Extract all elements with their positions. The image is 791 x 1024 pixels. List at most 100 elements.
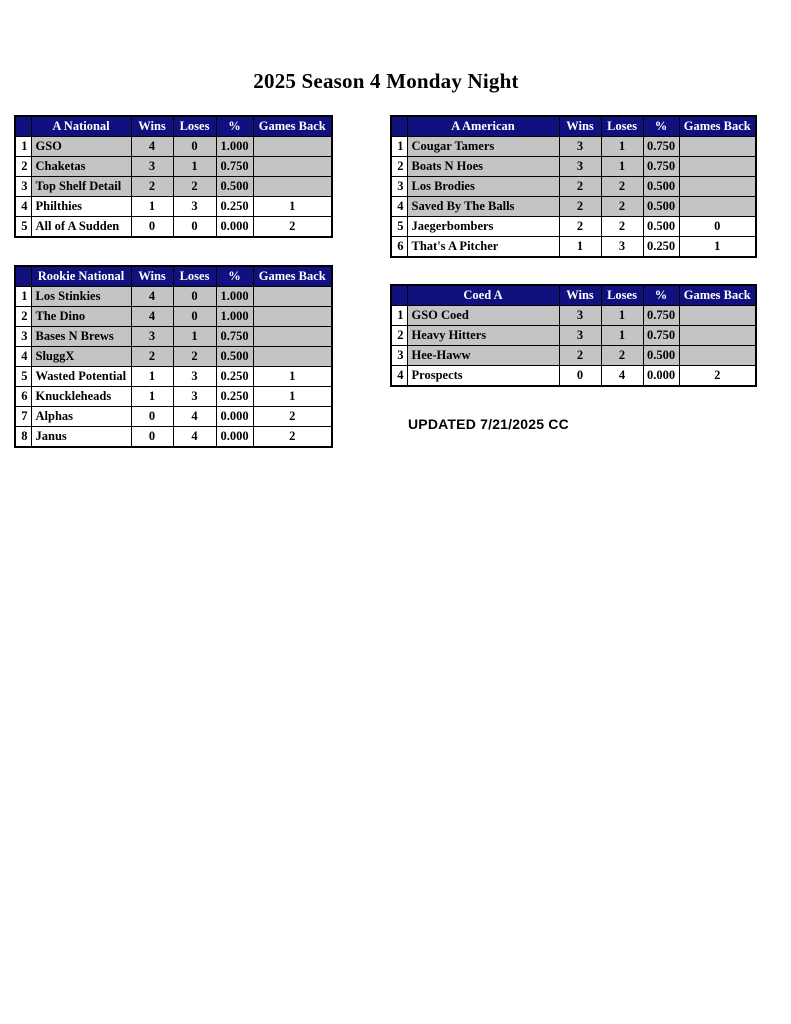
wins-cell: 2 xyxy=(558,345,602,366)
games-back-cell xyxy=(678,345,757,366)
table-row: 4 Philthies 1 3 0.250 1 xyxy=(14,196,333,217)
table-row: 3 Bases N Brews 3 1 0.750 xyxy=(14,326,333,347)
team-name-cell: The Dino xyxy=(30,306,132,327)
team-name-cell: Hee-Haww xyxy=(406,345,560,366)
loses-header: Loses xyxy=(600,284,644,306)
wins-cell: 2 xyxy=(558,196,602,217)
rank-cell: 5 xyxy=(390,216,408,237)
team-name-cell: SluggX xyxy=(30,346,132,367)
wins-cell: 2 xyxy=(130,346,174,367)
games-back-cell xyxy=(678,196,757,217)
games-back-cell: 1 xyxy=(252,366,333,387)
games-back-cell xyxy=(678,325,757,346)
table-row: 5 Jaegerbombers 2 2 0.500 0 xyxy=(390,216,757,237)
team-name-cell: GSO Coed xyxy=(406,305,560,326)
pct-cell: 0.000 xyxy=(642,365,680,387)
table-row: 4 Prospects 0 4 0.000 2 xyxy=(390,365,757,387)
rank-header-cell xyxy=(390,284,408,306)
team-name-cell: Philthies xyxy=(30,196,132,217)
pct-cell: 0.000 xyxy=(215,426,254,448)
loses-cell: 1 xyxy=(600,305,644,326)
loses-cell: 1 xyxy=(172,156,217,177)
wins-cell: 1 xyxy=(558,236,602,258)
wins-cell: 2 xyxy=(558,176,602,197)
table-row: 2 The Dino 4 0 1.000 xyxy=(14,306,333,327)
pct-cell: 0.250 xyxy=(215,386,254,407)
games-back-cell xyxy=(252,156,333,177)
wins-cell: 1 xyxy=(130,366,174,387)
games-back-cell: 2 xyxy=(252,426,333,448)
pct-header: % xyxy=(642,115,680,137)
wins-cell: 3 xyxy=(558,325,602,346)
standings-table-coed-a: Coed A Wins Loses % Games Back 1 GSO Coed… xyxy=(390,284,757,387)
table-row: 4 SluggX 2 2 0.500 xyxy=(14,346,333,367)
wins-cell: 4 xyxy=(130,306,174,327)
team-name-cell: That's A Pitcher xyxy=(406,236,560,258)
games-back-cell: 1 xyxy=(252,386,333,407)
rank-cell: 5 xyxy=(14,216,32,238)
games-back-cell xyxy=(252,176,333,197)
rank-cell: 6 xyxy=(390,236,408,258)
rank-cell: 2 xyxy=(14,156,32,177)
rank-cell: 4 xyxy=(14,346,32,367)
table-row: 3 Los Brodies 2 2 0.500 xyxy=(390,176,757,197)
loses-cell: 3 xyxy=(172,366,217,387)
rank-cell: 7 xyxy=(14,406,32,427)
table-header-row: Rookie National Wins Loses % Games Back xyxy=(14,265,333,287)
games-back-cell: 1 xyxy=(678,236,757,258)
loses-cell: 1 xyxy=(172,326,217,347)
pct-cell: 0.500 xyxy=(642,176,680,197)
table-row: 4 Saved By The Balls 2 2 0.500 xyxy=(390,196,757,217)
wins-cell: 0 xyxy=(130,406,174,427)
table-row: 1 GSO 4 0 1.000 xyxy=(14,136,333,157)
loses-cell: 0 xyxy=(172,216,217,238)
wins-cell: 4 xyxy=(130,136,174,157)
table-row: 6 That's A Pitcher 1 3 0.250 1 xyxy=(390,236,757,258)
games-back-cell xyxy=(678,176,757,197)
team-name-cell: Chaketas xyxy=(30,156,132,177)
pct-cell: 1.000 xyxy=(215,136,254,157)
games-back-cell: 0 xyxy=(678,216,757,237)
pct-cell: 0.250 xyxy=(642,236,680,258)
wins-cell: 1 xyxy=(130,196,174,217)
a-national-table: A National Wins Loses % Games Back 1 GSO 4… xyxy=(14,115,333,238)
rank-cell: 3 xyxy=(14,176,32,197)
wins-cell: 3 xyxy=(558,156,602,177)
team-name-cell: Knuckleheads xyxy=(30,386,132,407)
rank-cell: 1 xyxy=(390,136,408,157)
pct-header: % xyxy=(215,115,254,137)
games-back-cell: 2 xyxy=(678,365,757,387)
games-back-cell xyxy=(678,136,757,157)
wins-header: Wins xyxy=(130,115,174,137)
table-row: 2 Boats N Hoes 3 1 0.750 xyxy=(390,156,757,177)
games-back-cell: 1 xyxy=(252,196,333,217)
loses-header: Loses xyxy=(172,115,217,137)
rank-cell: 4 xyxy=(390,365,408,387)
table-row: 5 All of A Sudden 0 0 0.000 2 xyxy=(14,216,333,238)
games-back-cell xyxy=(252,326,333,347)
table-row: 2 Chaketas 3 1 0.750 xyxy=(14,156,333,177)
loses-cell: 2 xyxy=(172,176,217,197)
games-back-cell: 2 xyxy=(252,216,333,238)
games-back-cell: 2 xyxy=(252,406,333,427)
wins-cell: 4 xyxy=(130,286,174,307)
pct-cell: 0.000 xyxy=(215,216,254,238)
wins-cell: 0 xyxy=(558,365,602,387)
games-back-header: Games Back xyxy=(678,284,757,306)
loses-cell: 3 xyxy=(600,236,644,258)
team-name-cell: All of A Sudden xyxy=(30,216,132,238)
games-back-cell xyxy=(678,156,757,177)
rank-cell: 4 xyxy=(390,196,408,217)
division-title-cell: A National xyxy=(30,115,132,137)
pct-cell: 0.750 xyxy=(642,156,680,177)
loses-cell: 3 xyxy=(172,386,217,407)
games-back-cell xyxy=(678,305,757,326)
pct-cell: 1.000 xyxy=(215,286,254,307)
wins-header: Wins xyxy=(130,265,174,287)
pct-cell: 0.500 xyxy=(642,216,680,237)
wins-cell: 0 xyxy=(130,426,174,448)
team-name-cell: Los Brodies xyxy=(406,176,560,197)
table-row: 1 Cougar Tamers 3 1 0.750 xyxy=(390,136,757,157)
wins-cell: 1 xyxy=(130,386,174,407)
table-row: 2 Heavy Hitters 3 1 0.750 xyxy=(390,325,757,346)
